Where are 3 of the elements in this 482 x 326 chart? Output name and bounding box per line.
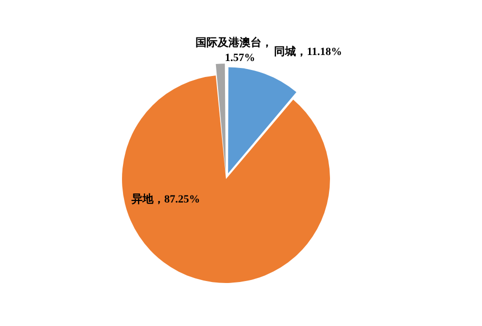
slice-label: 异地，87.25% [130,192,200,206]
slice-label: 同城，11.18% [274,44,342,58]
slice-label: 国际及港澳台，1.57% [195,36,272,64]
